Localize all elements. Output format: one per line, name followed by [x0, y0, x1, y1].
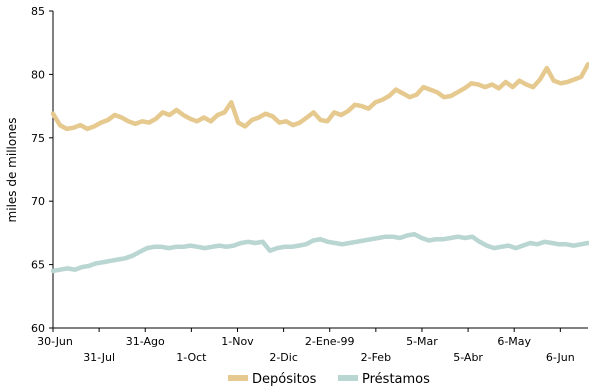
y-tick-label: 65: [31, 259, 45, 272]
x-tick-label: 1-Oct: [176, 351, 207, 364]
x-tick-label: 30-Jun: [37, 335, 73, 348]
x-tick-label: 2-Dic: [269, 351, 298, 364]
x-tick-label: 31-Jul: [83, 351, 115, 364]
x-tick-label: 5-Mar: [406, 335, 438, 348]
x-tick-label: 6-Jun: [546, 351, 575, 364]
y-tick-label: 80: [31, 68, 45, 81]
legend-label: Préstamos: [362, 372, 430, 387]
series-line: [50, 231, 589, 274]
y-tick-label: 85: [31, 5, 45, 18]
y-axis-title: miles de millones: [5, 118, 19, 223]
y-tick-label: 75: [31, 132, 45, 145]
y-tick-label: 70: [31, 195, 45, 208]
x-axis: 30-Jun 31-Jul 31-Ago 1-Oct 1-Nov 2-Dic 2-Ene-9…: [37, 327, 588, 364]
x-tick-label: 6-May: [497, 335, 531, 348]
legend-label: Depósitos: [252, 372, 317, 387]
series-line: [50, 62, 589, 132]
x-tick-label: 2-Ene-99: [305, 335, 355, 348]
plot-area: [50, 62, 589, 274]
y-tick-label: 60: [31, 322, 45, 335]
legend: Depósitos Préstamos: [228, 372, 430, 387]
x-tick-label: 1-Nov: [221, 335, 254, 348]
x-tick-label: 5-Abr: [453, 351, 483, 364]
y-axis: 60 65 70 75 80 85: [31, 5, 54, 335]
x-tick-label: 2-Feb: [361, 351, 391, 364]
x-tick-label: 31-Ago: [126, 335, 165, 348]
